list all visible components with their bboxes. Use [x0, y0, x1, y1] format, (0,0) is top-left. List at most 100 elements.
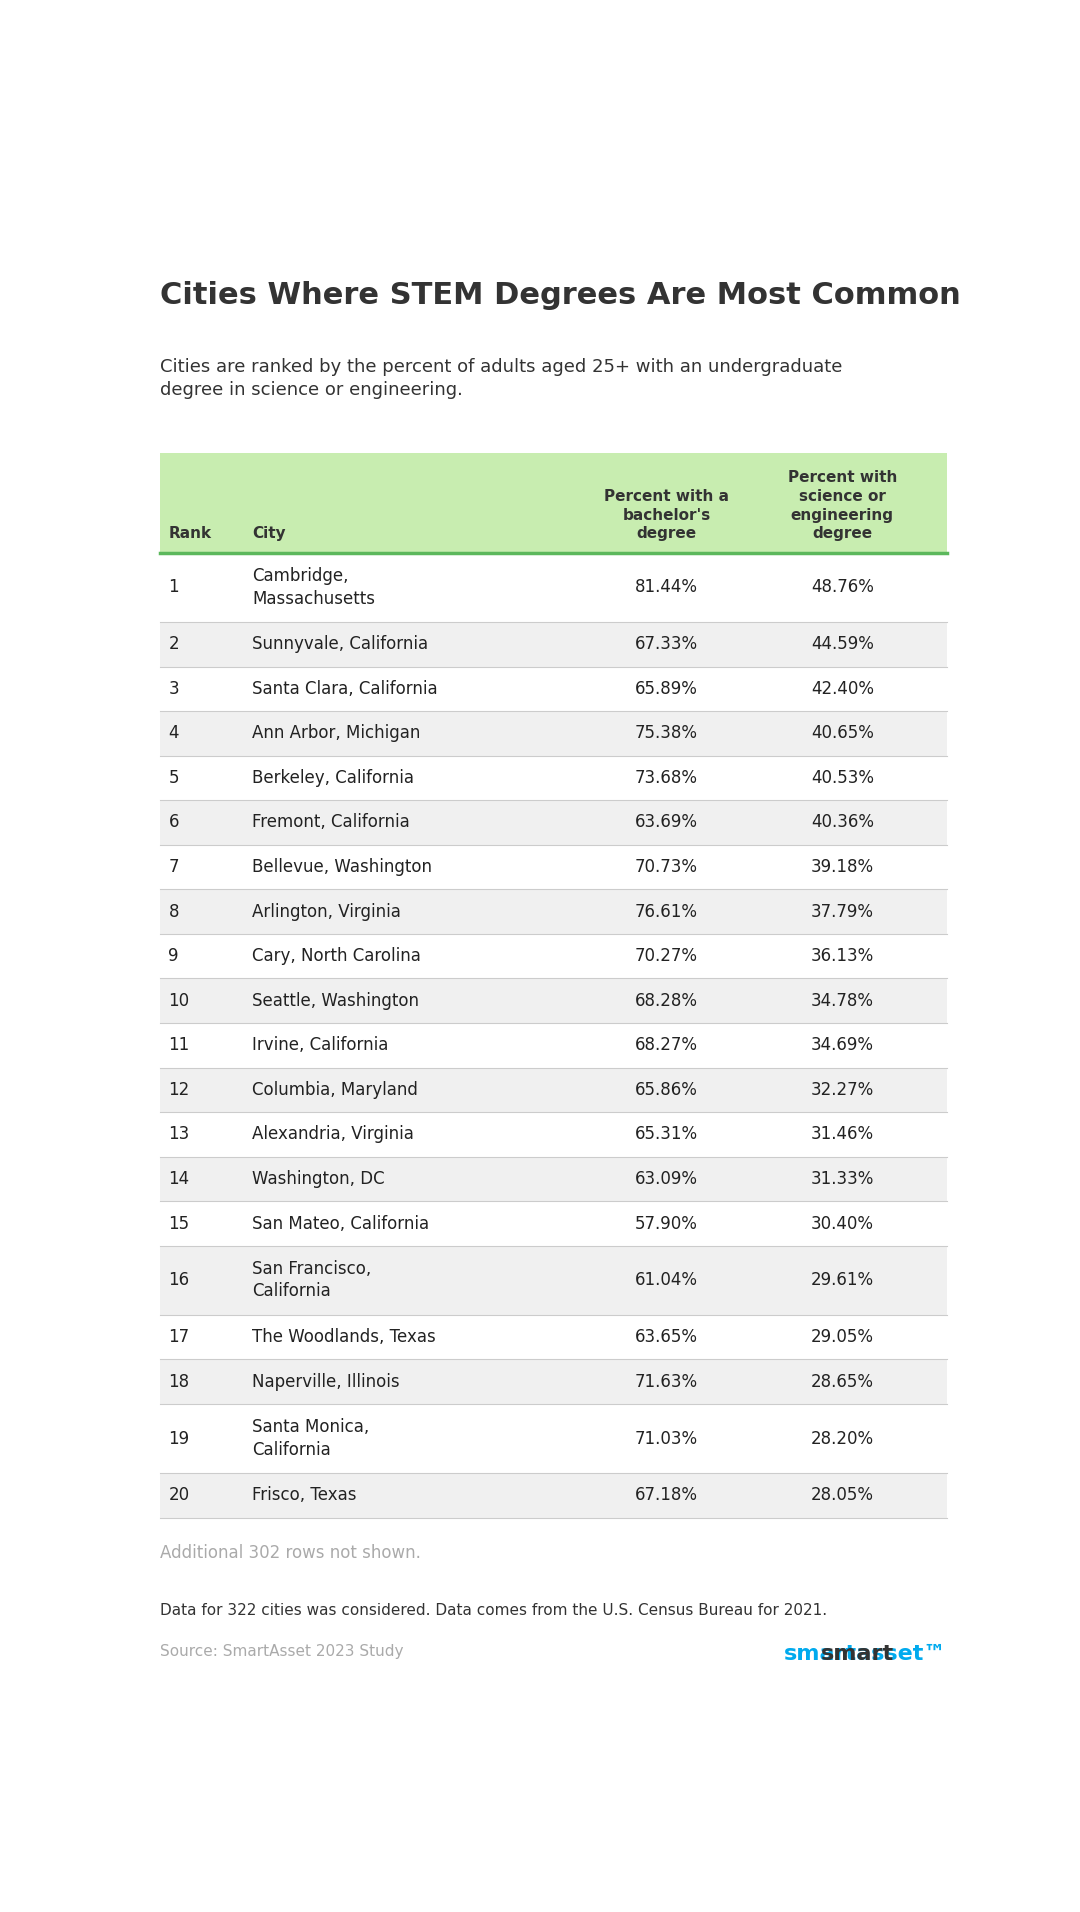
Text: 32.27%: 32.27% — [811, 1080, 874, 1099]
Text: 28.05%: 28.05% — [811, 1486, 874, 1505]
Text: 15: 15 — [168, 1214, 190, 1233]
Text: 2: 2 — [168, 635, 179, 654]
Bar — [160, 979, 947, 1023]
Text: 13: 13 — [168, 1126, 190, 1143]
Text: Naperville, Illinois: Naperville, Illinois — [253, 1373, 400, 1390]
Text: San Mateo, California: San Mateo, California — [253, 1214, 430, 1233]
Bar — [160, 933, 947, 979]
Text: Berkeley, California: Berkeley, California — [253, 769, 415, 788]
Text: 67.18%: 67.18% — [635, 1486, 698, 1505]
Text: Alexandria, Virginia: Alexandria, Virginia — [253, 1126, 414, 1143]
Text: 67.33%: 67.33% — [635, 635, 698, 654]
Text: Santa Clara, California: Santa Clara, California — [253, 681, 437, 698]
Text: 3: 3 — [168, 681, 179, 698]
Text: Additional 302 rows not shown.: Additional 302 rows not shown. — [160, 1545, 421, 1562]
Text: 12: 12 — [168, 1080, 190, 1099]
Text: Cities Where STEM Degrees Are Most Common: Cities Where STEM Degrees Are Most Commo… — [160, 281, 961, 310]
Text: 28.20%: 28.20% — [811, 1430, 874, 1447]
Text: 63.69%: 63.69% — [635, 813, 698, 832]
Bar — [160, 1201, 947, 1247]
Text: 37.79%: 37.79% — [811, 902, 874, 920]
Text: 71.63%: 71.63% — [635, 1373, 698, 1390]
Text: 76.61%: 76.61% — [635, 902, 698, 920]
Text: 65.31%: 65.31% — [635, 1126, 698, 1143]
Text: Santa Monica,
California: Santa Monica, California — [253, 1419, 369, 1459]
Text: 39.18%: 39.18% — [811, 858, 874, 876]
Text: 70.27%: 70.27% — [635, 946, 698, 966]
Text: 11: 11 — [168, 1036, 190, 1054]
Text: 28.65%: 28.65% — [811, 1373, 874, 1390]
Text: 6: 6 — [168, 813, 179, 832]
Bar — [160, 621, 947, 667]
Text: 57.90%: 57.90% — [635, 1214, 698, 1233]
Text: 29.61%: 29.61% — [811, 1271, 874, 1289]
Bar — [160, 667, 947, 711]
Text: 65.86%: 65.86% — [635, 1080, 698, 1099]
Text: 81.44%: 81.44% — [635, 579, 698, 597]
Text: Irvine, California: Irvine, California — [253, 1036, 389, 1054]
Text: smart: smart — [821, 1644, 894, 1663]
Text: Washington, DC: Washington, DC — [253, 1170, 384, 1187]
Bar — [160, 1472, 947, 1518]
Bar — [160, 1315, 947, 1359]
Text: City: City — [253, 526, 286, 541]
Text: 31.33%: 31.33% — [811, 1170, 874, 1187]
Bar — [160, 845, 947, 889]
Text: 29.05%: 29.05% — [811, 1329, 874, 1346]
Text: smartasset™: smartasset™ — [784, 1644, 947, 1663]
Text: Percent with
science or
engineering
degree: Percent with science or engineering degr… — [787, 470, 897, 541]
Bar — [160, 1247, 947, 1315]
Bar — [160, 1023, 947, 1067]
Text: 9: 9 — [168, 946, 179, 966]
Text: The Woodlands, Texas: The Woodlands, Texas — [253, 1329, 436, 1346]
Text: 63.09%: 63.09% — [635, 1170, 698, 1187]
Text: 65.89%: 65.89% — [635, 681, 698, 698]
Text: Bellevue, Washington: Bellevue, Washington — [253, 858, 432, 876]
Bar — [160, 553, 947, 621]
Text: 4: 4 — [168, 725, 179, 742]
Bar — [160, 889, 947, 933]
Text: Arlington, Virginia: Arlington, Virginia — [253, 902, 401, 920]
Text: 7: 7 — [168, 858, 179, 876]
Text: 5: 5 — [168, 769, 179, 788]
Text: 36.13%: 36.13% — [811, 946, 874, 966]
Bar — [160, 1157, 947, 1201]
Text: Columbia, Maryland: Columbia, Maryland — [253, 1080, 418, 1099]
Text: 30.40%: 30.40% — [811, 1214, 874, 1233]
Text: Percent with a
bachelor's
degree: Percent with a bachelor's degree — [604, 489, 729, 541]
Text: Ann Arbor, Michigan: Ann Arbor, Michigan — [253, 725, 420, 742]
Text: 18: 18 — [168, 1373, 190, 1390]
Text: 70.73%: 70.73% — [635, 858, 698, 876]
Text: 48.76%: 48.76% — [811, 579, 874, 597]
Text: 8: 8 — [168, 902, 179, 920]
Text: 17: 17 — [168, 1329, 190, 1346]
Text: 16: 16 — [168, 1271, 190, 1289]
Text: 34.78%: 34.78% — [811, 992, 874, 1010]
Text: Source: SmartAsset 2023 Study: Source: SmartAsset 2023 Study — [160, 1644, 404, 1660]
Bar — [160, 1067, 947, 1113]
Text: Data for 322 cities was considered. Data comes from the U.S. Census Bureau for 2: Data for 322 cities was considered. Data… — [160, 1602, 827, 1618]
Text: 63.65%: 63.65% — [635, 1329, 698, 1346]
Text: 68.28%: 68.28% — [635, 992, 698, 1010]
Text: 19: 19 — [168, 1430, 190, 1447]
Bar — [160, 1403, 947, 1472]
Text: 20: 20 — [168, 1486, 190, 1505]
Bar — [160, 1359, 947, 1403]
Text: Sunnyvale, California: Sunnyvale, California — [253, 635, 429, 654]
Text: 73.68%: 73.68% — [635, 769, 698, 788]
Text: Cambridge,
Massachusetts: Cambridge, Massachusetts — [253, 568, 375, 608]
Text: 40.53%: 40.53% — [811, 769, 874, 788]
Text: 61.04%: 61.04% — [635, 1271, 698, 1289]
Text: 40.65%: 40.65% — [811, 725, 874, 742]
Text: 10: 10 — [168, 992, 190, 1010]
Text: San Francisco,
California: San Francisco, California — [253, 1260, 372, 1300]
Text: 1: 1 — [168, 579, 179, 597]
Text: 34.69%: 34.69% — [811, 1036, 874, 1054]
Text: Cary, North Carolina: Cary, North Carolina — [253, 946, 421, 966]
Text: 40.36%: 40.36% — [811, 813, 874, 832]
Text: 31.46%: 31.46% — [811, 1126, 874, 1143]
Text: Rank: Rank — [168, 526, 212, 541]
Text: 75.38%: 75.38% — [635, 725, 698, 742]
Bar — [160, 453, 947, 553]
Bar — [160, 755, 947, 801]
